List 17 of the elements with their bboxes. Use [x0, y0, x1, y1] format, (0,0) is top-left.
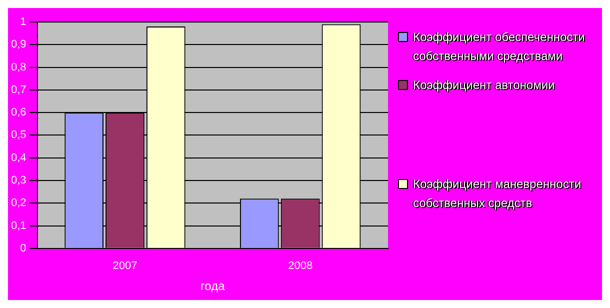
y-tick-label: 0,8: [10, 61, 26, 74]
y-tick-label: 0,2: [10, 197, 26, 210]
x-tick-label: 2007: [112, 260, 138, 272]
y-tick-label: 0,1: [10, 220, 26, 232]
y-tick-label: 0,4: [10, 152, 26, 164]
y-tick-label: 1: [20, 16, 26, 28]
legend-label: Коэффициент обеспеченности собственными средствами: [413, 29, 586, 65]
y-tick-label: 0,6: [10, 106, 26, 119]
y-tick-label: 0,7: [10, 84, 26, 96]
x-tick-label: 2008: [288, 260, 313, 272]
y-tick-label: 0: [20, 242, 26, 254]
legend-label: Коэффициент маневренности собственных средств: [413, 176, 582, 212]
x-axis-title: года: [200, 279, 226, 294]
y-tick-label: 0,3: [10, 174, 26, 187]
legend-label: Коэффициент автономии: [413, 77, 555, 94]
y-tick-label: 0,5: [10, 129, 26, 142]
y-tick-label: 0,9: [10, 38, 26, 51]
